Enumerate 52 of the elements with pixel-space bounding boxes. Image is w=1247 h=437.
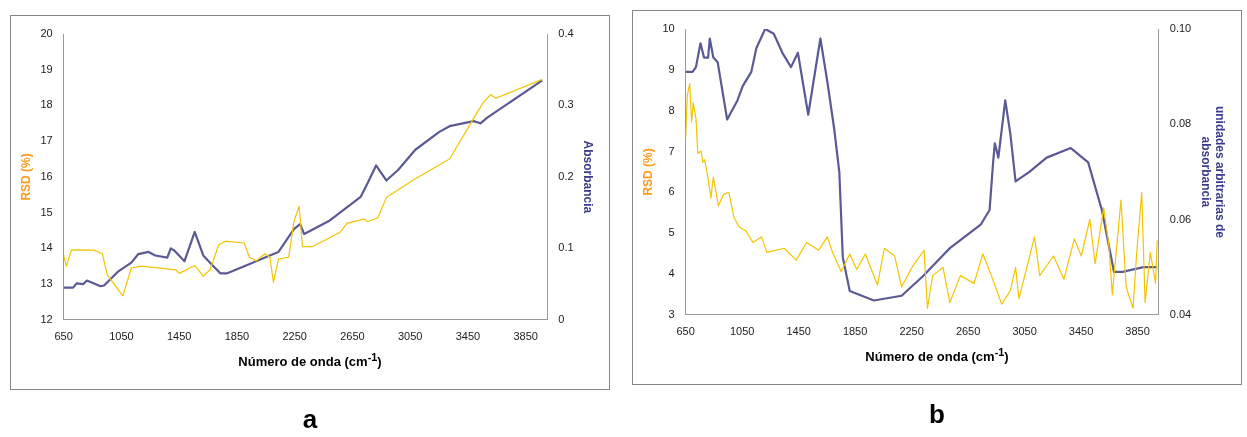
x-tick-label: 1850 bbox=[224, 330, 250, 343]
y-tick-label: 13 bbox=[40, 277, 53, 290]
y-tick-label: 3 bbox=[668, 307, 675, 320]
text: a bbox=[301, 404, 319, 435]
x-axis-title: Número de onda (cm$^{-1}$) bbox=[237, 351, 383, 370]
x-tick-label: 650 bbox=[676, 325, 695, 338]
x-tick-label: 2650 bbox=[955, 325, 981, 338]
y-tick-label: 7 bbox=[668, 144, 675, 157]
y2-axis-title: unidades arbitrarias de absorbancia bbox=[1199, 105, 1228, 239]
x-tick-label: 1450 bbox=[166, 330, 192, 343]
y2-tick-label: 0.04 bbox=[1169, 307, 1192, 320]
x-tick-label: 2650 bbox=[340, 330, 365, 343]
y-tick-label: 12 bbox=[40, 312, 53, 325]
y-tick-label: 6 bbox=[668, 185, 675, 198]
y-tick-label: 14 bbox=[40, 241, 53, 254]
x-tick-label: 3050 bbox=[1012, 325, 1037, 338]
x-tick-label: 1050 bbox=[729, 325, 755, 338]
x-tick-label: 1050 bbox=[109, 330, 134, 343]
y-tick-label: 15 bbox=[40, 205, 53, 218]
text: b bbox=[928, 399, 946, 430]
y-tick-label: 20 bbox=[40, 27, 53, 40]
y2-tick-label: 0 bbox=[558, 312, 565, 325]
y-tick-label: 16 bbox=[40, 169, 53, 182]
y2-tick-label: 0.1 bbox=[558, 241, 574, 254]
x-axis-title: Número de onda (cm$^{-1}$) bbox=[864, 346, 1010, 365]
y-tick-label: 9 bbox=[668, 62, 675, 75]
y2-axis-title: Absorbancia bbox=[581, 140, 596, 214]
y-tick-label: 5 bbox=[668, 226, 675, 239]
x-tick-label: 1450 bbox=[786, 325, 811, 338]
y-tick-label: 19 bbox=[40, 62, 53, 75]
y-tick-label: 10 bbox=[662, 22, 675, 35]
y-tick-label: 4 bbox=[668, 267, 675, 279]
x-tick-label: 2250 bbox=[282, 330, 307, 343]
x-tick-label: 650 bbox=[54, 330, 73, 343]
y2-tick-label: 0.10 bbox=[1169, 22, 1192, 35]
x-tick-label: 3450 bbox=[455, 330, 481, 343]
y-tick-label: 8 bbox=[668, 103, 675, 116]
x-tick-label: 3850 bbox=[1125, 325, 1150, 338]
y-tick-label: 18 bbox=[40, 98, 53, 111]
x-tick-label: 3850 bbox=[513, 330, 538, 343]
x-tick-label: 3450 bbox=[1068, 325, 1094, 338]
y2-tick-label: 0.4 bbox=[558, 27, 574, 40]
x-tick-label: 2250 bbox=[899, 325, 924, 338]
y-axis-title: RSD (%) bbox=[18, 153, 33, 201]
y-tick-label: 17 bbox=[40, 134, 53, 147]
x-tick-label: 3050 bbox=[397, 330, 423, 343]
y2-tick-label: 0.08 bbox=[1169, 117, 1192, 130]
y2-tick-label: 0.3 bbox=[558, 98, 574, 111]
y2-tick-label: 0.2 bbox=[558, 169, 574, 182]
y-axis-title: RSD (%) bbox=[640, 148, 655, 196]
x-tick-label: 1850 bbox=[842, 325, 868, 338]
y2-tick-label: 0.06 bbox=[1169, 212, 1192, 225]
